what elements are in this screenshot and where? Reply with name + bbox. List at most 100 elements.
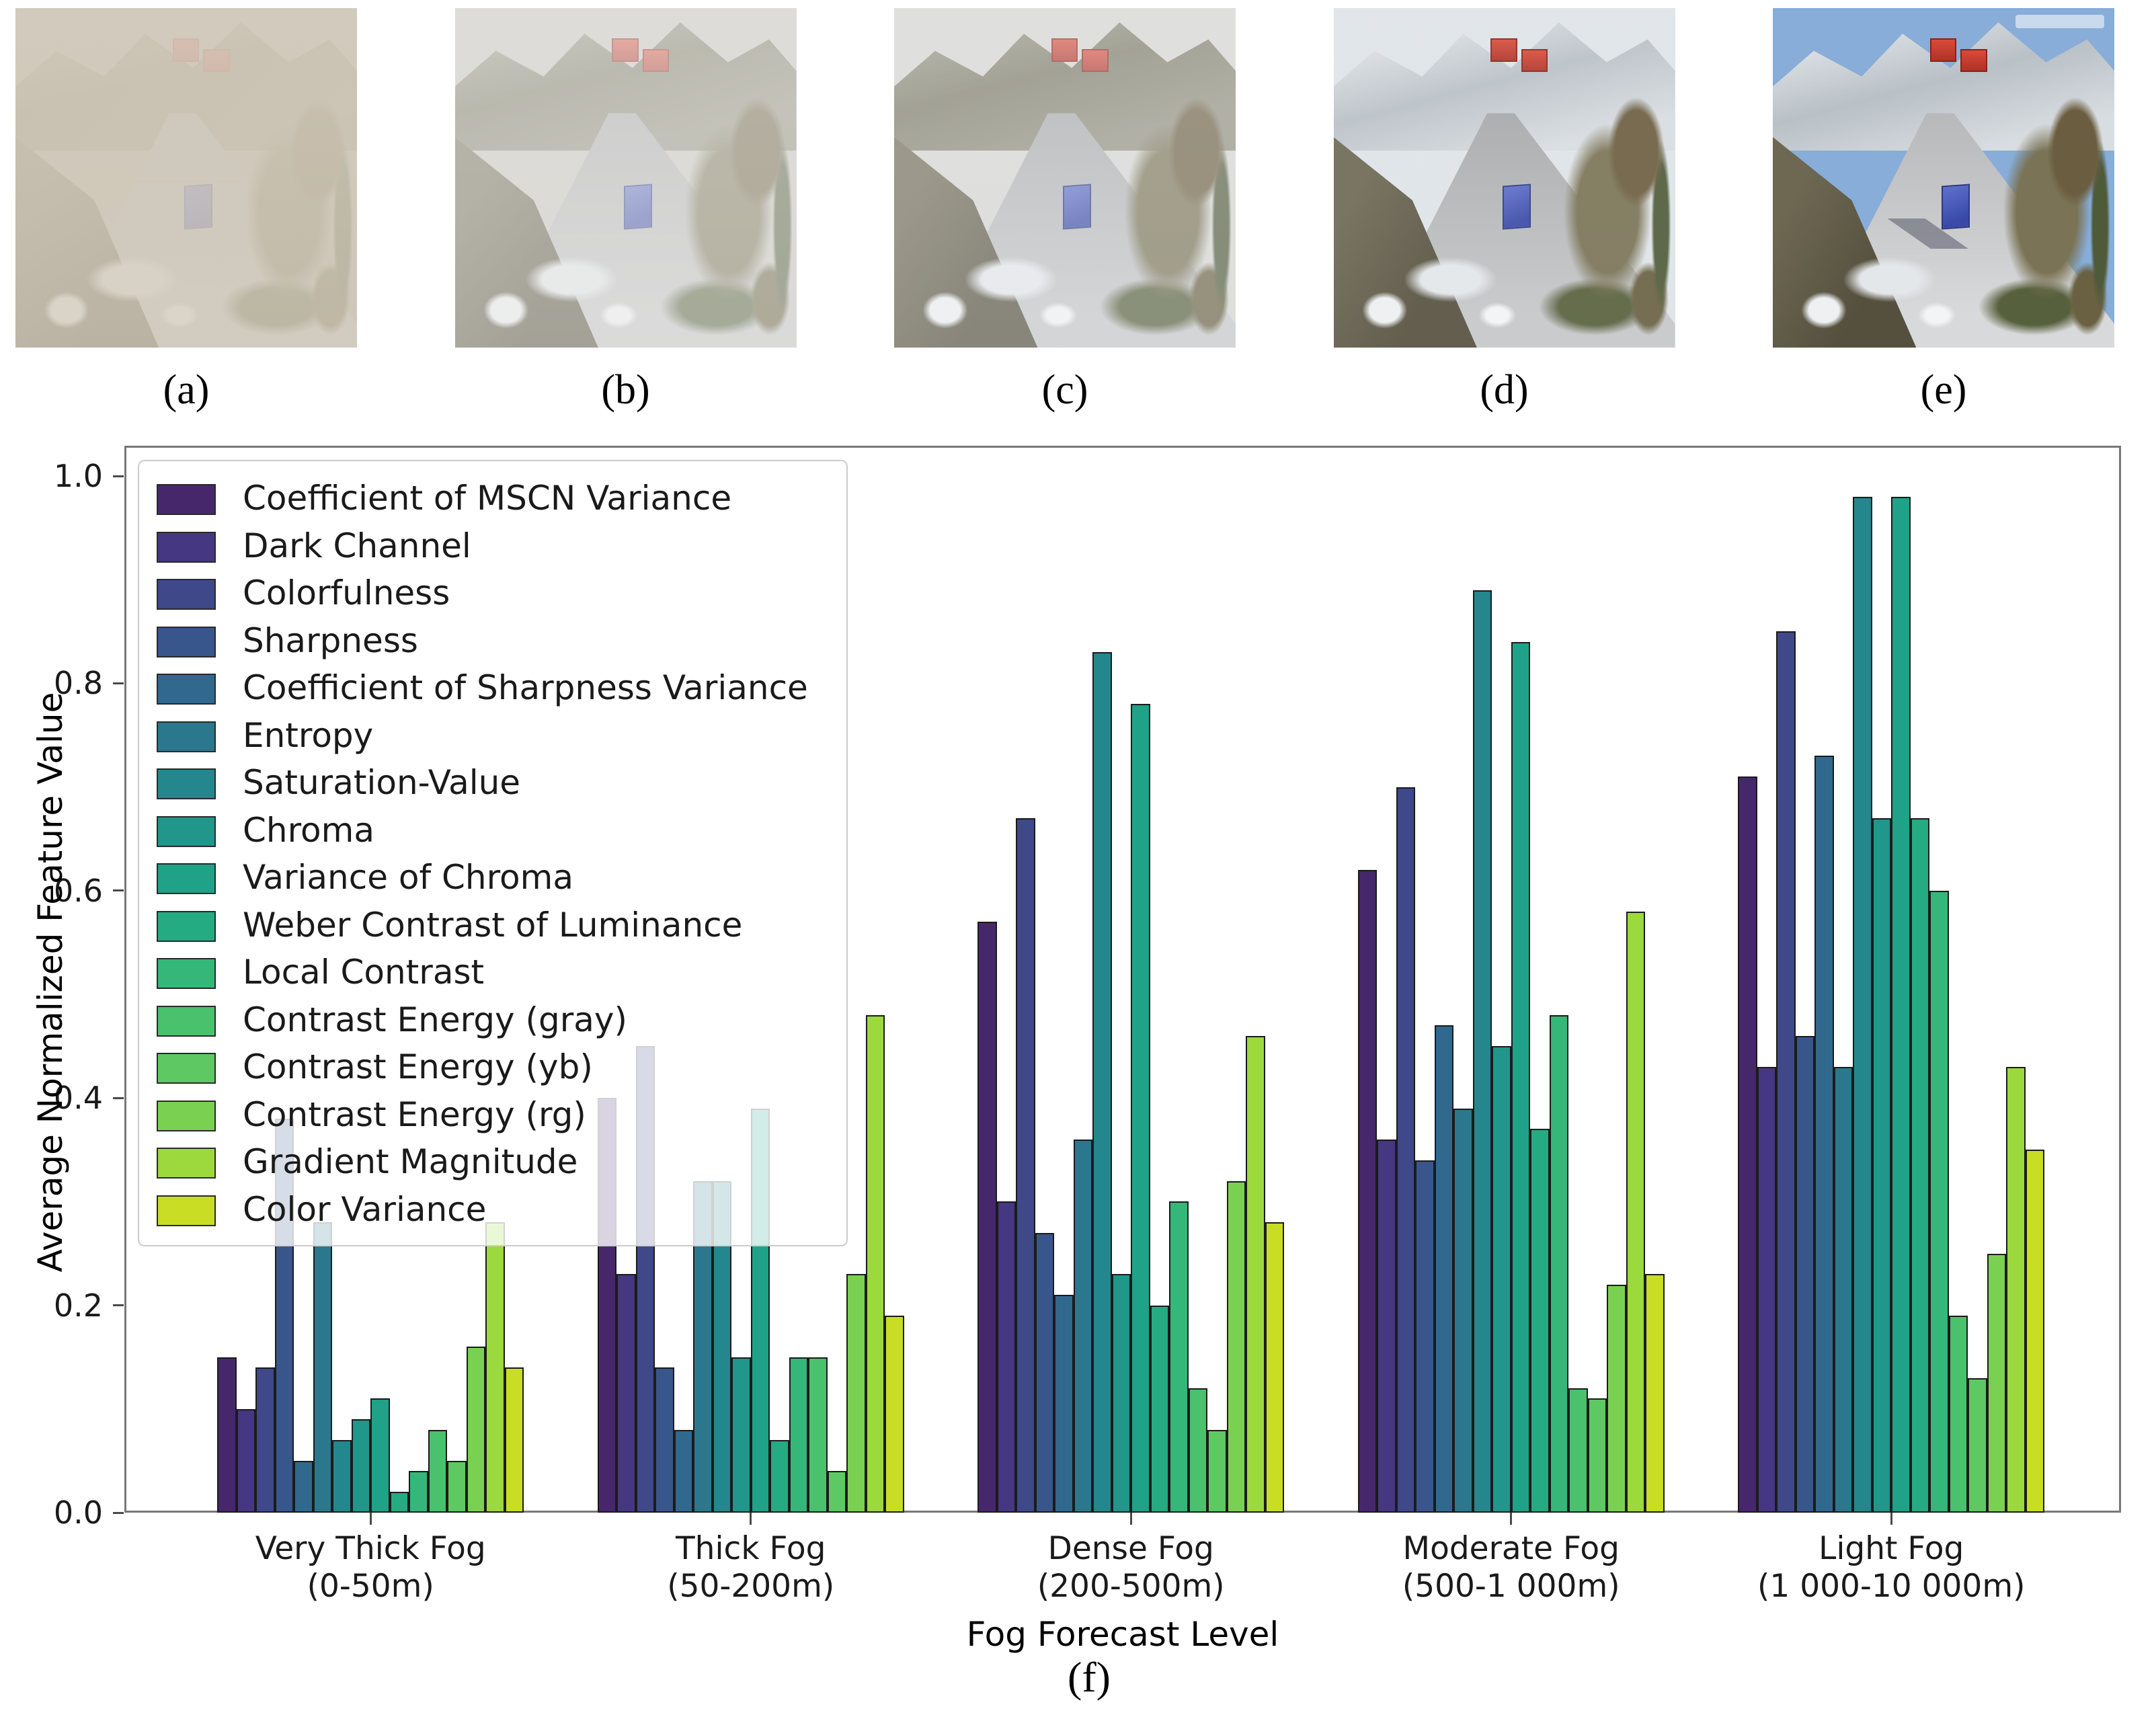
legend-item: Coefficient of MSCN Variance xyxy=(157,477,846,525)
red-banner-sign-icon xyxy=(1490,38,1517,62)
legend-item: Gradient Magnitude xyxy=(157,1141,846,1189)
legend-swatch-icon xyxy=(157,1053,216,1084)
scene xyxy=(1773,8,2114,348)
legend-item: Dark Channel xyxy=(157,525,846,573)
bar xyxy=(1549,1014,1569,1513)
red-banner-sign-icon xyxy=(1082,48,1109,72)
legend: Coefficient of MSCN Variance Dark Channel… xyxy=(138,460,848,1246)
bar xyxy=(1092,652,1112,1513)
subfigure-label-d: (d) xyxy=(1480,367,1529,413)
bar xyxy=(389,1492,409,1513)
legend-item: Contrast Energy (yb) xyxy=(157,1046,846,1094)
snow-patches-icon xyxy=(1347,239,1535,341)
bar xyxy=(485,1222,505,1513)
scene xyxy=(454,8,797,348)
bar xyxy=(1795,1035,1815,1513)
y-tick-label: 1.0 xyxy=(53,458,103,494)
legend-swatch-icon xyxy=(157,768,216,799)
scene xyxy=(894,8,1236,348)
bar xyxy=(1833,1066,1853,1513)
bar xyxy=(504,1367,524,1513)
bar xyxy=(370,1398,390,1513)
red-banner-sign-icon xyxy=(1929,38,1957,62)
bar xyxy=(1472,590,1492,1513)
scene xyxy=(1333,8,1675,348)
fog-overlay-icon xyxy=(15,8,357,348)
bar xyxy=(1169,1201,1189,1513)
snow-patches-icon xyxy=(1786,239,1974,341)
legend-swatch-icon xyxy=(157,910,216,942)
bar xyxy=(1530,1129,1550,1513)
legend-label: Coefficient of Sharpness Variance xyxy=(243,668,808,707)
legend-label: Contrast Energy (yb) xyxy=(243,1047,593,1086)
legend-label: Variance of Chroma xyxy=(243,858,573,897)
bar xyxy=(236,1408,256,1513)
legend-item: Colorfulness xyxy=(157,572,846,620)
x-tick xyxy=(1890,1513,1892,1525)
bar xyxy=(770,1440,789,1513)
bar xyxy=(1587,1398,1607,1513)
bar xyxy=(1265,1222,1285,1513)
red-banner-sign-icon xyxy=(1051,38,1078,62)
bar xyxy=(1226,1181,1246,1513)
bar xyxy=(1872,817,1892,1513)
legend-label: Color Variance xyxy=(243,1189,487,1229)
x-tick-label: Thick Fog (50-200m) xyxy=(667,1530,835,1605)
legend-label: Sharpness xyxy=(243,621,418,660)
bar xyxy=(865,1014,885,1513)
bar xyxy=(1929,890,1949,1513)
scene xyxy=(15,8,357,348)
subfigure-label-f: (f) xyxy=(1068,1653,1111,1701)
bar xyxy=(1511,641,1531,1513)
x-tick xyxy=(1510,1513,1513,1525)
legend-label: Saturation-Value xyxy=(243,763,521,802)
y-tick xyxy=(113,1096,124,1099)
x-tick-label: Dense Fog (200-500m) xyxy=(1037,1530,1225,1605)
bar xyxy=(1188,1388,1208,1513)
legend-label: Chroma xyxy=(243,810,374,850)
legend-item: Weber Contrast of Luminance xyxy=(157,904,846,952)
bar xyxy=(2006,1066,2026,1513)
red-banner-sign-icon xyxy=(1521,48,1548,72)
y-tick-label: 0.2 xyxy=(53,1287,103,1324)
legend-item: Local Contrast xyxy=(157,951,846,999)
road-photo-b xyxy=(454,8,797,348)
road-photo-c xyxy=(894,8,1236,348)
legend-swatch-icon xyxy=(157,579,216,610)
bar xyxy=(1131,704,1150,1513)
bar xyxy=(1207,1429,1227,1513)
bar xyxy=(1853,496,1872,1513)
bar xyxy=(1987,1253,2007,1513)
bar xyxy=(351,1419,371,1513)
legend-label: Dark Channel xyxy=(243,526,471,565)
bar xyxy=(428,1429,448,1513)
bar xyxy=(1891,496,1911,1513)
bar xyxy=(217,1357,237,1513)
legend-swatch-icon xyxy=(157,815,216,847)
bar xyxy=(1453,1108,1473,1513)
bar xyxy=(332,1440,352,1513)
bar xyxy=(1738,776,1757,1513)
legend-label: Local Contrast xyxy=(243,953,485,992)
bar xyxy=(1568,1388,1588,1513)
bar xyxy=(1910,817,1930,1513)
bar xyxy=(409,1471,428,1513)
legend-label: Coefficient of MSCN Variance xyxy=(243,479,732,518)
x-tick-label: Light Fog (1 000-10 000m) xyxy=(1757,1530,2026,1605)
bar xyxy=(1814,756,1834,1513)
legend-swatch-icon xyxy=(157,721,216,752)
bar xyxy=(996,1201,1016,1513)
subfigure-label-b: (b) xyxy=(601,367,650,413)
legend-swatch-icon xyxy=(157,863,216,894)
legend-item: Color Variance xyxy=(157,1189,846,1236)
y-tick xyxy=(113,682,124,684)
legend-swatch-icon xyxy=(157,531,216,563)
snow-patches-icon xyxy=(908,239,1096,341)
legend-label: Entropy xyxy=(243,715,374,755)
bar xyxy=(1415,1160,1435,1513)
y-tick xyxy=(113,1511,124,1514)
x-axis-label: Fog Forecast Level xyxy=(966,1615,1279,1654)
bar xyxy=(1035,1232,1055,1513)
bar xyxy=(885,1316,904,1513)
legend-swatch-icon xyxy=(157,958,216,989)
